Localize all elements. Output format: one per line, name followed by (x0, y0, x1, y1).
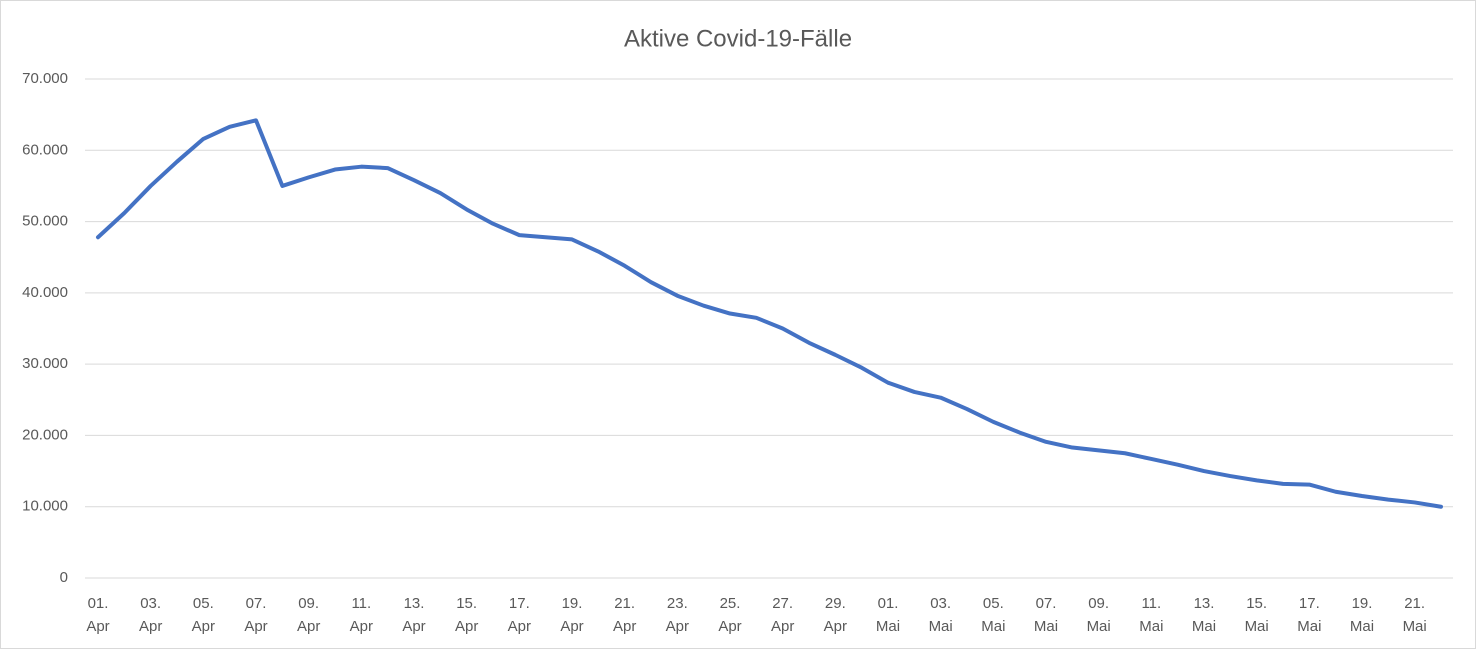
x-tick-label: 03. Apr (138, 595, 163, 635)
y-tick-label: 10.000 (22, 498, 68, 515)
x-tick-label: 01. Apr (86, 595, 110, 635)
chart-title: Aktive Covid-19-Fälle (624, 25, 852, 52)
x-tick-label: 09. Mai (1086, 595, 1111, 635)
y-tick-label: 30.000 (22, 355, 68, 372)
y-tick-label: 20.000 (22, 426, 68, 443)
y-tick-label: 0 (60, 569, 68, 586)
y-tick-label: 60.000 (22, 141, 68, 158)
x-tick-label: 11. Mai (1139, 595, 1164, 635)
y-tick-label: 40.000 (22, 284, 68, 301)
x-tick-label: 19. Apr (560, 595, 584, 635)
x-tick-label: 25. Apr (718, 595, 742, 635)
x-tick-label: 21. Mai (1402, 595, 1427, 635)
x-tick-label: 09. Apr (296, 595, 321, 635)
x-tick-label: 17. Mai (1297, 595, 1322, 635)
x-tick-label: 15. Apr (454, 595, 479, 635)
x-tick-label: 13. Apr (402, 595, 426, 635)
x-tick-label: 29. Apr (823, 595, 847, 635)
data-line (96, 118, 1443, 509)
x-tick-label: 03. Mai (928, 595, 953, 635)
x-tick-label: 05. Mai (981, 595, 1006, 635)
x-tick-label: 23. Apr (665, 595, 689, 635)
x-tick-label: 05. Apr (191, 595, 215, 635)
y-tick-label: 50.000 (22, 213, 68, 230)
y-tick-label: 70.000 (22, 70, 68, 87)
x-tick-label: 11. Apr (349, 595, 373, 635)
x-tick-label: 27. Apr (770, 595, 795, 635)
x-tick-label: 07. Apr (244, 595, 268, 635)
x-tick-label: 17. Apr (507, 595, 531, 635)
x-tick-label: 19. Mai (1349, 595, 1375, 635)
x-tick-label: 13. Mai (1191, 595, 1217, 635)
x-tick-label: 01. Mai (875, 595, 901, 635)
x-tick-label: 07. Mai (1033, 595, 1059, 635)
x-tick-label: 21. Apr (612, 595, 637, 635)
x-tick-label: 15. Mai (1244, 595, 1269, 635)
